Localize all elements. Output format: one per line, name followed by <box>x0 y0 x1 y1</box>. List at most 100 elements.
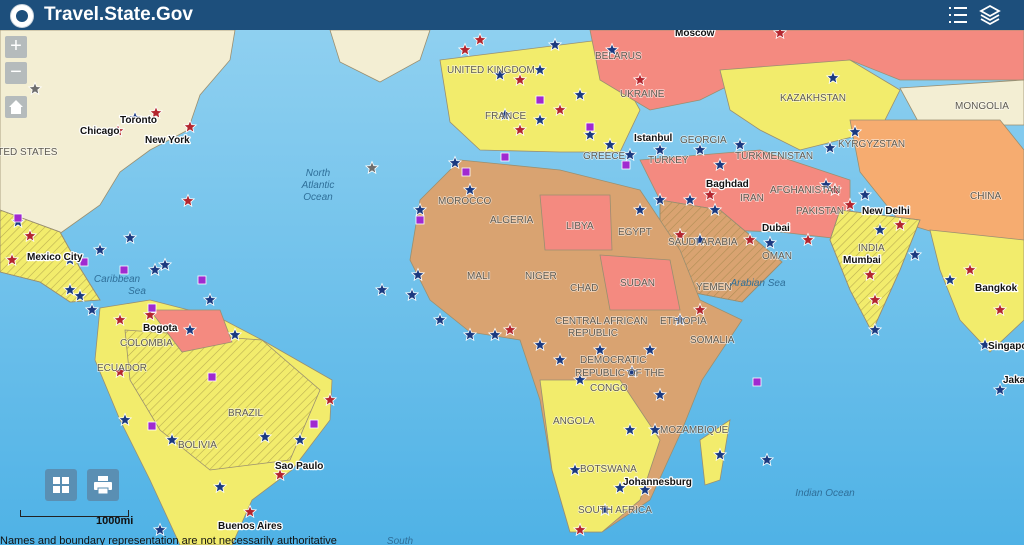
alert-marker <box>309 419 319 429</box>
country-label: SOMALIA <box>690 335 735 346</box>
alert-marker <box>415 215 425 225</box>
embassy-star <box>702 187 718 202</box>
embassy-star <box>857 187 873 202</box>
city-label: Sao Paulo <box>275 461 323 472</box>
water-label: Ocean <box>303 192 333 203</box>
embassy-star <box>182 322 198 337</box>
water-label: Indian Ocean <box>795 488 855 499</box>
embassy-star <box>942 272 958 287</box>
embassy-star <box>862 267 878 282</box>
country-label: TURKMENISTAN <box>735 151 813 162</box>
embassy-star <box>462 327 478 342</box>
country-label: ETHIOPIA <box>660 316 707 327</box>
city-label: Mumbai <box>843 255 881 266</box>
water-label: Atlantic <box>301 180 335 191</box>
alert-marker <box>585 122 595 132</box>
water-label: Arabian Sea <box>729 278 785 289</box>
embassy-star <box>872 222 888 237</box>
embassy-star <box>502 322 518 337</box>
header: Travel.State.Gov <box>0 0 1024 30</box>
site-title[interactable]: Travel.State.Gov <box>44 4 193 25</box>
embassy-star <box>22 228 38 243</box>
country-label: UNITED KINGDOM <box>447 65 535 76</box>
embassy-star <box>572 522 588 537</box>
country-label: REPUBLIC <box>568 328 618 339</box>
city-label: Moscow <box>675 30 715 39</box>
embassy-star <box>547 37 563 52</box>
country-label: REPUBLIC OF THE <box>575 368 665 379</box>
embassy-star <box>772 30 788 40</box>
land <box>0 30 1024 545</box>
country-label: PAKISTAN <box>796 206 844 217</box>
country-label: BRAZIL <box>228 408 263 419</box>
embassy-star <box>992 302 1008 317</box>
embassy-star <box>847 124 863 139</box>
country-label: MOZAMBIQUE <box>660 425 729 436</box>
country-label: EGYPT <box>618 227 652 238</box>
country-label: YEMEN <box>696 282 732 293</box>
embassy-star <box>457 42 473 57</box>
print-button[interactable] <box>87 469 119 501</box>
layers-button[interactable] <box>978 3 1002 27</box>
embassy-star <box>800 232 816 247</box>
country-label: SAUDI ARABIA <box>668 237 738 248</box>
embassy-star <box>72 288 88 303</box>
embassy-star <box>572 372 588 387</box>
country-label: COLOMBIA <box>120 338 173 349</box>
country-label: CHAD <box>570 283 598 294</box>
zoom-out[interactable]: − <box>5 62 27 84</box>
country-label: ECUADOR <box>97 363 147 374</box>
water-label: North <box>306 168 331 179</box>
embassy-star <box>597 502 613 517</box>
embassy-star <box>759 452 775 467</box>
embassy-star <box>142 307 158 322</box>
home-button[interactable] <box>5 96 27 118</box>
embassy-star <box>612 480 628 495</box>
country-label: CHINA <box>970 191 1001 202</box>
embassy-star <box>647 422 663 437</box>
embassy-star <box>92 242 108 257</box>
city-label: Jakarta <box>1003 375 1024 386</box>
embassy-star <box>867 292 883 307</box>
country-label: MALI <box>467 271 490 282</box>
embassy-star <box>892 217 908 232</box>
water-label: Caribbean <box>94 274 141 285</box>
embassy-star <box>572 87 588 102</box>
alert-marker <box>79 257 89 267</box>
alert-marker <box>500 152 510 162</box>
embassy-star <box>682 192 698 207</box>
country-label: NIGER <box>525 271 557 282</box>
embassy-star <box>567 462 583 477</box>
embassy-star <box>84 302 100 317</box>
zoom-in[interactable]: + <box>5 36 27 58</box>
alert-marker <box>13 213 23 223</box>
embassy-star <box>512 72 528 87</box>
city-label: Mexico City <box>27 252 83 263</box>
embassy-star <box>532 337 548 352</box>
country-label: ANGOLA <box>553 416 595 427</box>
country-label: MOROCCO <box>438 196 492 207</box>
embassy-star <box>112 364 128 379</box>
country-label: SUDAN <box>620 278 655 289</box>
embassy-star <box>472 32 488 47</box>
embassy-star <box>110 123 126 138</box>
basemap-button[interactable] <box>45 469 77 501</box>
embassy-star <box>410 267 426 282</box>
country-label: ALGERIA <box>490 215 534 226</box>
country-label: MONGOLIA <box>955 101 1009 112</box>
embassy-star <box>552 352 568 367</box>
embassy-star <box>27 81 43 96</box>
embassy-star <box>127 110 143 125</box>
country-label: KYRGYZSTAN <box>838 139 905 150</box>
city-label: Toronto <box>120 115 157 126</box>
legend-button[interactable] <box>946 3 970 27</box>
embassy-star <box>257 429 273 444</box>
embassy-star <box>62 252 78 267</box>
embassy-star <box>272 467 288 482</box>
embassy-star <box>692 142 708 157</box>
country-label: CENTRAL AFRICAN <box>555 316 647 327</box>
embassy-markers <box>4 30 1008 537</box>
country-label: IRAN <box>740 193 764 204</box>
